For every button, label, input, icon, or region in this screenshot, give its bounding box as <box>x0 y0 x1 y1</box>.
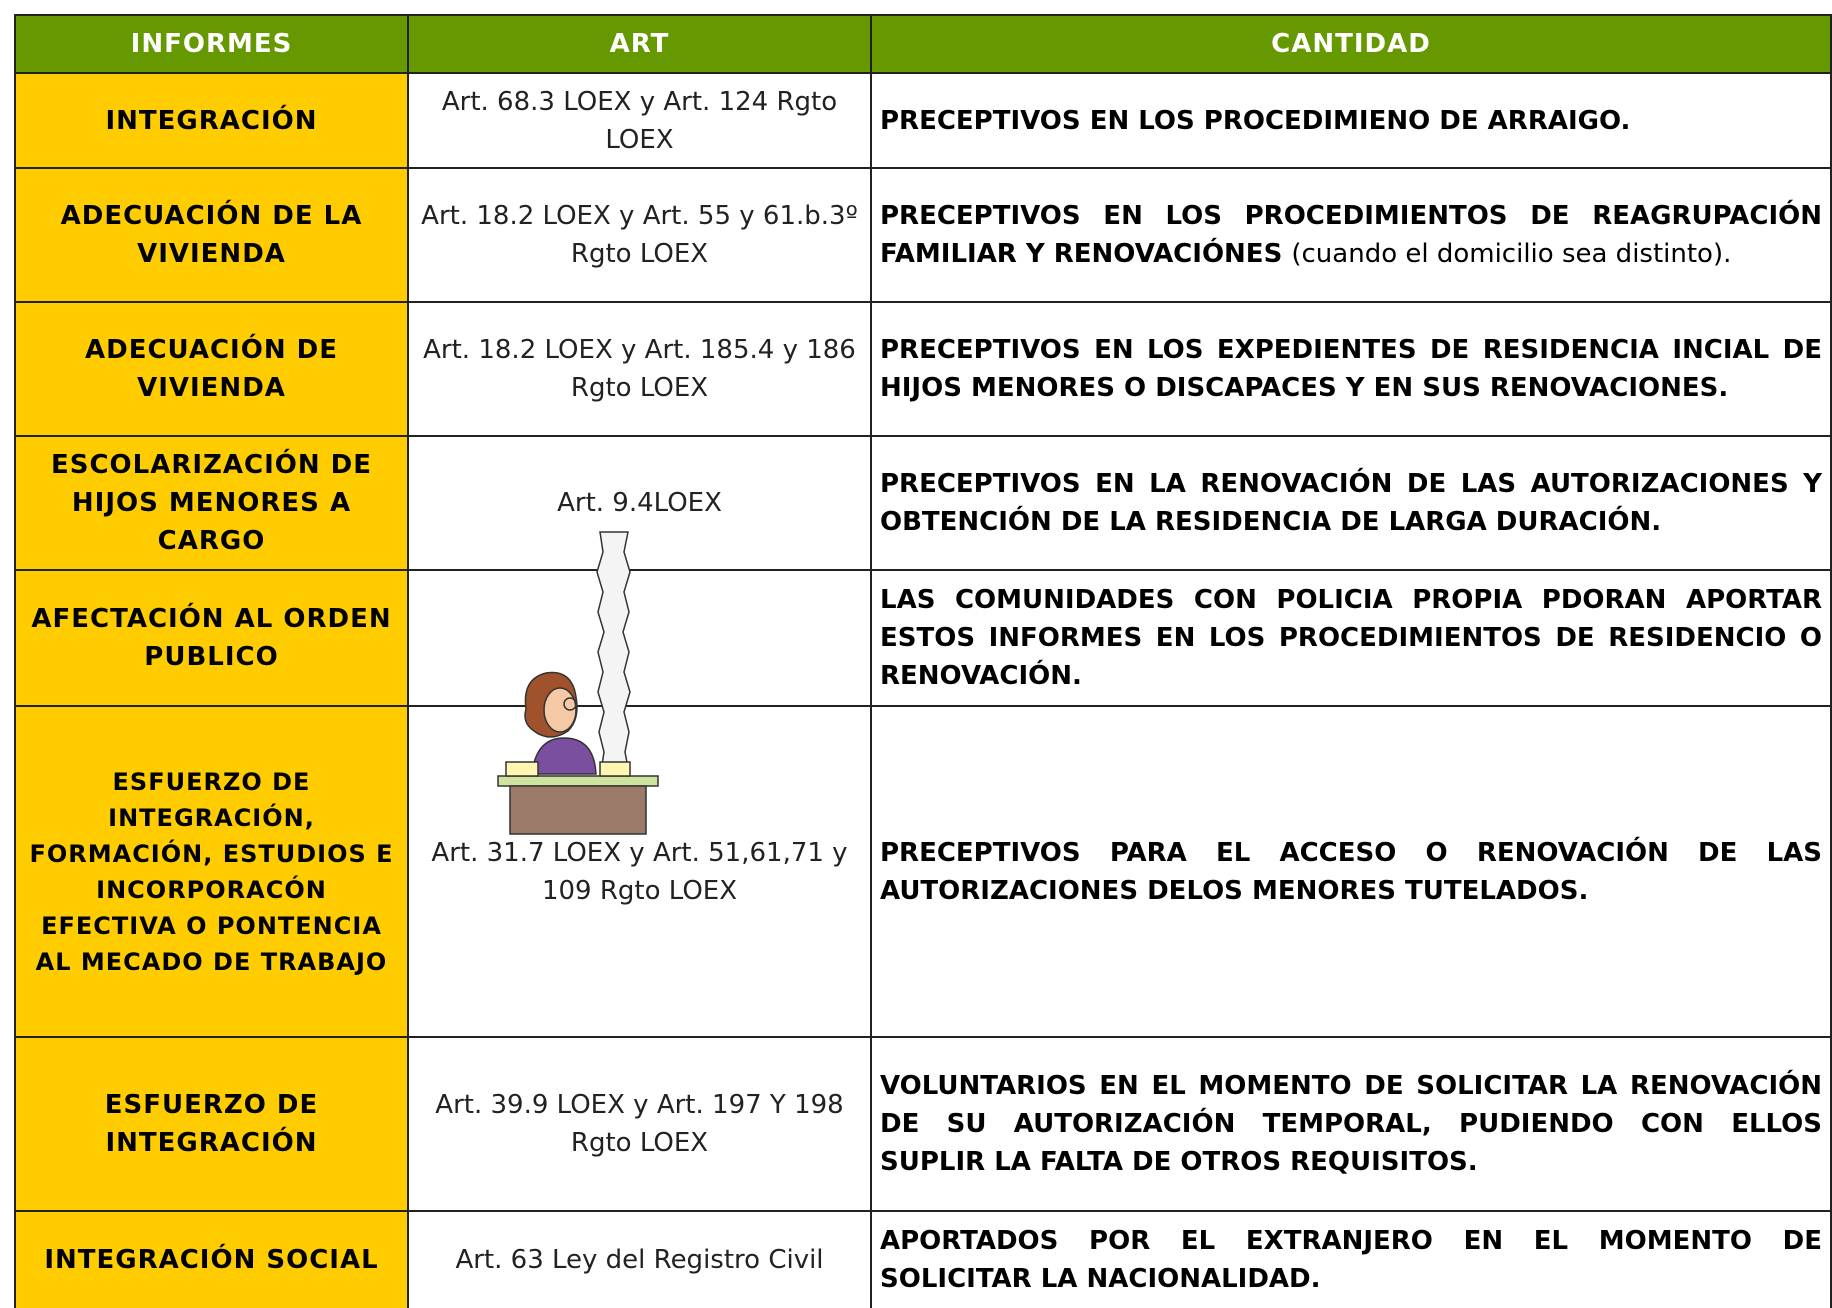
table-row: ESFUERZO DE INTEGRACIÓN, FORMACIÓN, ESTU… <box>14 705 1832 1038</box>
cantidad-text: LAS COMUNIDADES CON POLICIA PROPIA PDORA… <box>880 585 1822 691</box>
cantidad-text: PRECEPTIVOS EN LA RENOVACIÓN DE LAS AUTO… <box>880 469 1822 537</box>
table-row: INTEGRACIÓN SOCIAL Art. 63 Ley del Regist… <box>14 1210 1832 1308</box>
table-row: ADECUACIÓN DE VIVIENDA Art. 18.2 LOEX y A… <box>14 301 1832 437</box>
art-cell <box>407 569 872 707</box>
informe-cell: INTEGRACIÓN <box>14 72 409 169</box>
informe-cell: ESCOLARIZACIÓN DE HIJOS MENORES A CARGO <box>14 435 409 571</box>
cantidad-text: PRECEPTIVOS EN LOS PROCEDIMIENTOS DE REA… <box>880 201 1822 269</box>
cantidad-cell: PRECEPTIVOS EN LOS PROCEDIMIENO DE ARRAI… <box>870 72 1832 169</box>
cantidad-cell: VOLUNTARIOS EN EL MOMENTO DE SOLICITAR L… <box>870 1036 1832 1212</box>
informe-cell: ESFUERZO DE INTEGRACIÓN <box>14 1036 409 1212</box>
cantidad-cell: PRECEPTIVOS PARA EL ACCESO O RENOVACIÓN … <box>870 705 1832 1038</box>
informe-cell: ADECUACIÓN DE LA VIVIENDA <box>14 167 409 303</box>
table-row: AFECTACIÓN AL ORDEN PUBLICO LAS COMUNIDAD… <box>14 569 1832 707</box>
art-cell: Art. 68.3 LOEX y Art. 124 Rgto LOEX <box>407 72 872 169</box>
cantidad-note: (cuando el domicilio sea distinto). <box>1291 239 1732 269</box>
art-cell: Art. 31.7 LOEX y Art. 51,61,71 y 109 Rgt… <box>407 705 872 1038</box>
cantidad-cell: APORTADOS POR EL EXTRANJERO EN EL MOMENT… <box>870 1210 1832 1308</box>
informe-cell: INTEGRACIÓN SOCIAL <box>14 1210 409 1308</box>
cantidad-cell: LAS COMUNIDADES CON POLICIA PROPIA PDORA… <box>870 569 1832 707</box>
informe-cell: ESFUERZO DE INTEGRACIÓN, FORMACIÓN, ESTU… <box>14 705 409 1038</box>
cantidad-cell: PRECEPTIVOS EN LOS EXPEDIENTES DE RESIDE… <box>870 301 1832 437</box>
art-cell: Art. 18.2 LOEX y Art. 55 y 61.b.3º Rgto … <box>407 167 872 303</box>
table-body: INTEGRACIÓN Art. 68.3 LOEX y Art. 124 Rgt… <box>14 72 1832 1308</box>
header-row: INFORMES ART CANTIDAD <box>14 14 1832 74</box>
clip-art <box>497 531 659 835</box>
art-cell: Art. 63 Ley del Registro Civil <box>407 1210 872 1308</box>
table-row: ESCOLARIZACIÓN DE HIJOS MENORES A CARGO A… <box>14 435 1832 571</box>
cantidad-text: PRECEPTIVOS EN LOS PROCEDIMIENO DE ARRAI… <box>880 105 1631 136</box>
header-cell: CANTIDAD <box>870 14 1832 74</box>
table-row: INTEGRACIÓN Art. 68.3 LOEX y Art. 124 Rgt… <box>14 72 1832 169</box>
table-row: ADECUACIÓN DE LA VIVIENDA Art. 18.2 LOEX … <box>14 167 1832 303</box>
cantidad-text: VOLUNTARIOS EN EL MOMENTO DE SOLICITAR L… <box>880 1071 1822 1177</box>
art-cell: Art. 18.2 LOEX y Art. 185.4 y 186 Rgto L… <box>407 301 872 437</box>
header-cell: ART <box>407 14 872 74</box>
table-row: ESFUERZO DE INTEGRACIÓN Art. 39.9 LOEX y … <box>14 1036 1832 1212</box>
cantidad-cell: PRECEPTIVOS EN LOS PROCEDIMIENTOS DE REA… <box>870 167 1832 303</box>
cantidad-cell: PRECEPTIVOS EN LA RENOVACIÓN DE LAS AUTO… <box>870 435 1832 571</box>
informe-cell: AFECTACIÓN AL ORDEN PUBLICO <box>14 569 409 707</box>
informe-cell: ADECUACIÓN DE VIVIENDA <box>14 301 409 437</box>
cantidad-text: APORTADOS POR EL EXTRANJERO EN EL MOMENT… <box>880 1226 1822 1294</box>
art-cell: Art. 9.4LOEX <box>407 435 872 571</box>
informes-table: INFORMES ART CANTIDAD INTEGRACIÓN Art. 68… <box>14 14 1832 1308</box>
art-cell: Art. 39.9 LOEX y Art. 197 Y 198 Rgto LOE… <box>407 1036 872 1212</box>
header-cell: INFORMES <box>14 14 409 74</box>
cantidad-text: PRECEPTIVOS EN LOS EXPEDIENTES DE RESIDE… <box>880 335 1822 403</box>
cantidad-text: PRECEPTIVOS PARA EL ACCESO O RENOVACIÓN … <box>880 837 1822 906</box>
